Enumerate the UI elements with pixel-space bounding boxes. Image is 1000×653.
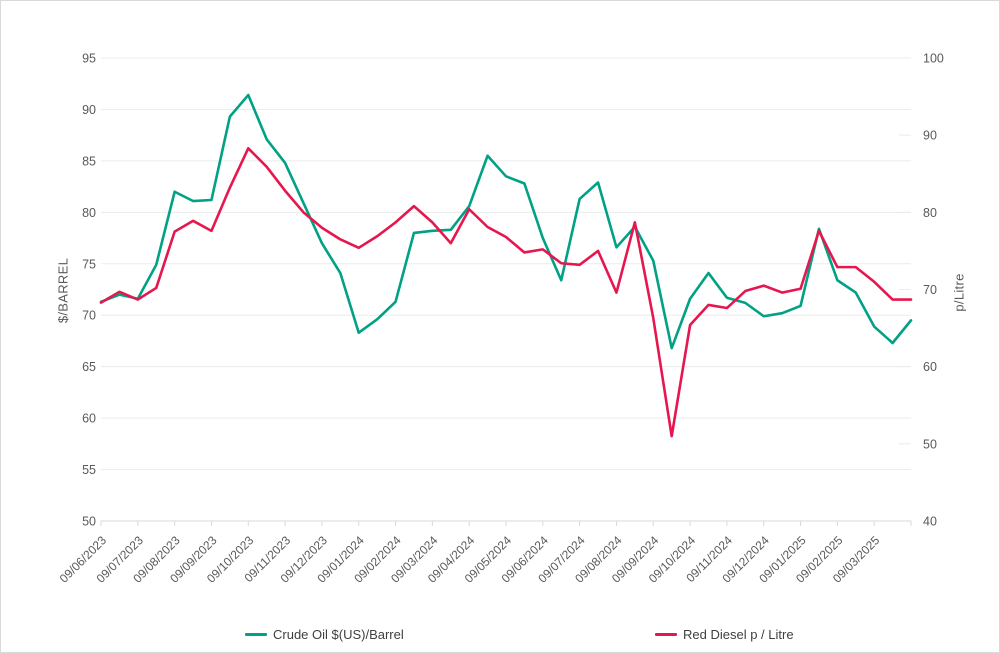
red-diesel-line-swatch: [655, 633, 677, 636]
left-axis-tick-label: 50: [82, 515, 96, 529]
left-axis-tick-label: 95: [82, 52, 96, 66]
left-axis-tick-label: 70: [82, 309, 96, 323]
right-axis-tick-label: 50: [923, 437, 937, 451]
left-axis-tick-label: 90: [82, 103, 96, 117]
red-diesel-line: [99, 146, 913, 438]
left-axis-tick-label: 80: [82, 206, 96, 220]
left-axis-tick-label: 75: [82, 257, 96, 271]
crude-oil-line-swatch: [245, 633, 267, 636]
legend-item-crude-oil[interactable]: Crude Oil $(US)/Barrel: [245, 627, 404, 642]
legend-label-red-diesel: Red Diesel p / Litre: [683, 627, 794, 642]
right-axis-tick-label: 60: [923, 360, 937, 374]
legend-label-crude-oil: Crude Oil $(US)/Barrel: [273, 627, 404, 642]
left-axis-tick-label: 65: [82, 360, 96, 374]
left-axis-tick-label: 85: [82, 154, 96, 168]
left-axis-tick-label: 60: [82, 412, 96, 426]
right-axis-tick-label: 80: [923, 206, 937, 220]
right-axis-title: p/Litre: [951, 273, 967, 312]
left-axis-tick-label: 55: [82, 463, 96, 477]
right-axis-tick-label: 40: [923, 515, 937, 529]
right-axis-tick-label: 100: [923, 52, 944, 66]
right-axis-tick-label: 70: [923, 283, 937, 297]
crude-oil-line: [99, 93, 913, 350]
legend-item-red-diesel[interactable]: Red Diesel p / Litre: [655, 627, 794, 642]
left-axis-title: $/BARREL: [55, 257, 71, 324]
right-axis-tick-label: 90: [923, 129, 937, 143]
